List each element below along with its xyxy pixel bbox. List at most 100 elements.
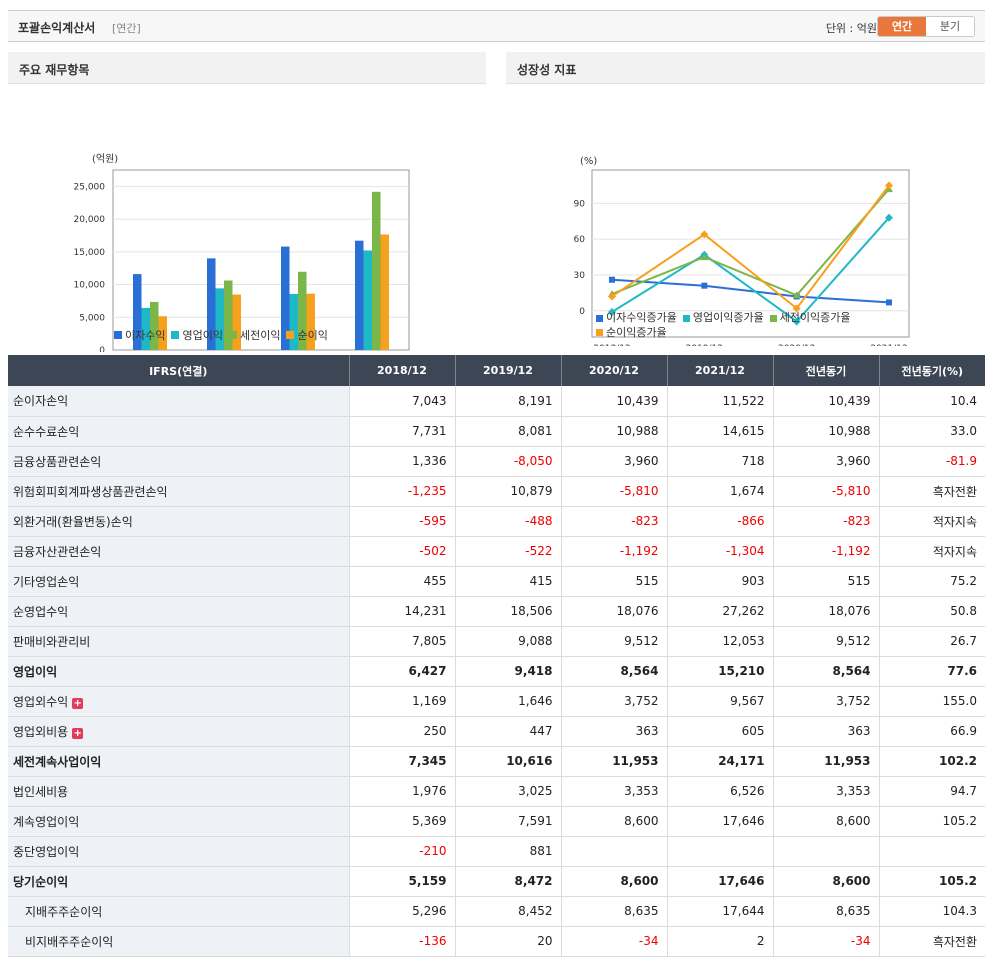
- data-point[interactable]: [700, 230, 709, 239]
- series-line[interactable]: [611, 184, 890, 310]
- bar[interactable]: [215, 288, 225, 350]
- data-point[interactable]: [885, 181, 893, 190]
- bar[interactable]: [281, 246, 290, 350]
- data-point[interactable]: [886, 299, 892, 306]
- table-cell: 718: [667, 446, 774, 477]
- row-label: 세전계속사업이익: [8, 746, 350, 777]
- table-cell: 12,053: [667, 626, 774, 657]
- table-cell: 3,752: [561, 686, 668, 717]
- row-label[interactable]: 영업외비용 +: [8, 716, 350, 747]
- table-cell: 250: [349, 716, 456, 747]
- table-cell: -210: [349, 836, 456, 867]
- data-point[interactable]: [792, 291, 801, 299]
- expand-plus-icon[interactable]: +: [72, 697, 84, 709]
- bar[interactable]: [207, 258, 216, 350]
- bar[interactable]: [141, 307, 151, 350]
- table-cell: -34: [773, 926, 880, 957]
- bar[interactable]: [363, 250, 373, 350]
- table-cell: 75.2: [879, 566, 985, 597]
- data-point[interactable]: [609, 276, 615, 283]
- table-row: 외환거래(환율변동)손익 -595 -488 -823 -866 -823 적자지속: [8, 506, 985, 537]
- table-cell: 17,646: [667, 806, 774, 837]
- statement-period-label: [연간]: [112, 22, 141, 35]
- table-cell: 10.4: [879, 386, 985, 417]
- data-point[interactable]: [792, 317, 801, 326]
- data-point[interactable]: [608, 307, 616, 316]
- table-cell: -1,235: [349, 476, 456, 507]
- bar[interactable]: [372, 191, 381, 350]
- annual-toggle-button[interactable]: 연간: [878, 17, 926, 36]
- table-row: 영업외수익 +1,169 1,646 3,752 9,567 3,752 155.0: [8, 686, 985, 717]
- legend-item[interactable]: 세전이익증가율: [769, 311, 851, 325]
- bar[interactable]: [298, 271, 307, 350]
- table-row: 판매비와관리비 7,805 9,088 9,512 12,053 9,512 26.7: [8, 626, 985, 657]
- y-tick-label: 60: [574, 235, 586, 245]
- row-label-text: 순수수료손익: [13, 424, 80, 439]
- bar[interactable]: [232, 294, 242, 350]
- legend-item[interactable]: 영업이익: [171, 327, 223, 343]
- income-statement-table: IFRS(연결) 2018/12 2019/12 2020/12 2021/12 전년동기…: [8, 355, 985, 957]
- y-tick-label: 0: [579, 307, 585, 317]
- table-cell: 1,976: [349, 776, 456, 807]
- series-line[interactable]: [611, 217, 890, 323]
- row-label-text: 지배주주순이익: [25, 904, 103, 919]
- legend-item[interactable]: 세전이익: [228, 327, 280, 343]
- table-cell: 14,615: [667, 416, 774, 447]
- table-cell: 3,025: [455, 776, 562, 807]
- table-cell: 3,353: [773, 776, 880, 807]
- bar[interactable]: [289, 293, 299, 350]
- legend-item[interactable]: 순이익: [286, 327, 328, 343]
- data-point[interactable]: [700, 253, 709, 261]
- table-cell: 363: [773, 716, 880, 747]
- expand-plus-icon[interactable]: +: [72, 727, 84, 739]
- key-items-panel-title: 주요 재무항목: [8, 52, 486, 84]
- table-cell: 7,805: [349, 626, 456, 657]
- quarter-toggle-button[interactable]: 분기: [926, 17, 974, 36]
- legend-label: 세전이익증가율: [779, 311, 851, 324]
- legend-item[interactable]: 영업이익증가율: [682, 311, 764, 325]
- legend-item[interactable]: 순이익증가율: [596, 326, 667, 340]
- table-cell: 5,369: [349, 806, 456, 837]
- y-unit-label: (억원): [92, 153, 118, 165]
- data-point[interactable]: [885, 213, 893, 222]
- row-label-text: 당기순이익: [13, 874, 69, 889]
- table-cell: 6,427: [349, 656, 456, 687]
- legend-swatch: [596, 329, 603, 336]
- x-tick-label: 2019/12: [686, 344, 723, 346]
- data-point[interactable]: [608, 292, 616, 301]
- legend-swatch: [114, 331, 122, 339]
- table-header-row: IFRS(연결) 2018/12 2019/12 2020/12 2021/12 전년동기…: [8, 355, 985, 386]
- table-cell: -81.9: [879, 446, 985, 477]
- table-cell: 33.0: [879, 416, 985, 447]
- bar[interactable]: [224, 280, 233, 350]
- table-cell: 18,076: [773, 596, 880, 627]
- row-label-text: 영업외수익: [13, 694, 69, 709]
- table-header-period: 전년동기: [773, 355, 880, 386]
- data-point[interactable]: [792, 304, 801, 313]
- bar[interactable]: [133, 274, 142, 350]
- bar[interactable]: [150, 301, 159, 350]
- table-cell: 18,506: [455, 596, 562, 627]
- bar[interactable]: [306, 293, 316, 350]
- table-cell: 415: [455, 566, 562, 597]
- bar[interactable]: [380, 234, 390, 350]
- table-cell: 105.2: [879, 866, 985, 897]
- table-header-period: 2021/12: [667, 355, 774, 386]
- row-label[interactable]: 영업외수익 +: [8, 686, 350, 717]
- y-tick-label: 25,000: [74, 182, 106, 192]
- row-label: 판매비와관리비: [8, 626, 350, 657]
- legend-swatch: [682, 314, 690, 322]
- data-point[interactable]: [701, 282, 708, 289]
- bar[interactable]: [158, 316, 168, 350]
- table-row: 순수수료손익 7,731 8,081 10,988 14,615 10,988 33.0: [8, 416, 985, 447]
- legend-item[interactable]: 이자수익: [114, 327, 165, 343]
- key-items-bar-chart: (억원)05,00010,00015,00020,00025,0002018/1…: [74, 153, 410, 352]
- table-cell: 102.2: [879, 746, 985, 777]
- table-cell: 9,512: [561, 626, 668, 657]
- series-line[interactable]: [611, 188, 890, 297]
- legend-item[interactable]: 이자수익증가율: [596, 311, 677, 325]
- table-cell: [773, 836, 880, 867]
- table-cell: 26.7: [879, 626, 985, 657]
- bar[interactable]: [355, 240, 364, 350]
- table-row: 비지배주주순이익 -136 20 -34 2 -34 흑자전환: [8, 926, 985, 957]
